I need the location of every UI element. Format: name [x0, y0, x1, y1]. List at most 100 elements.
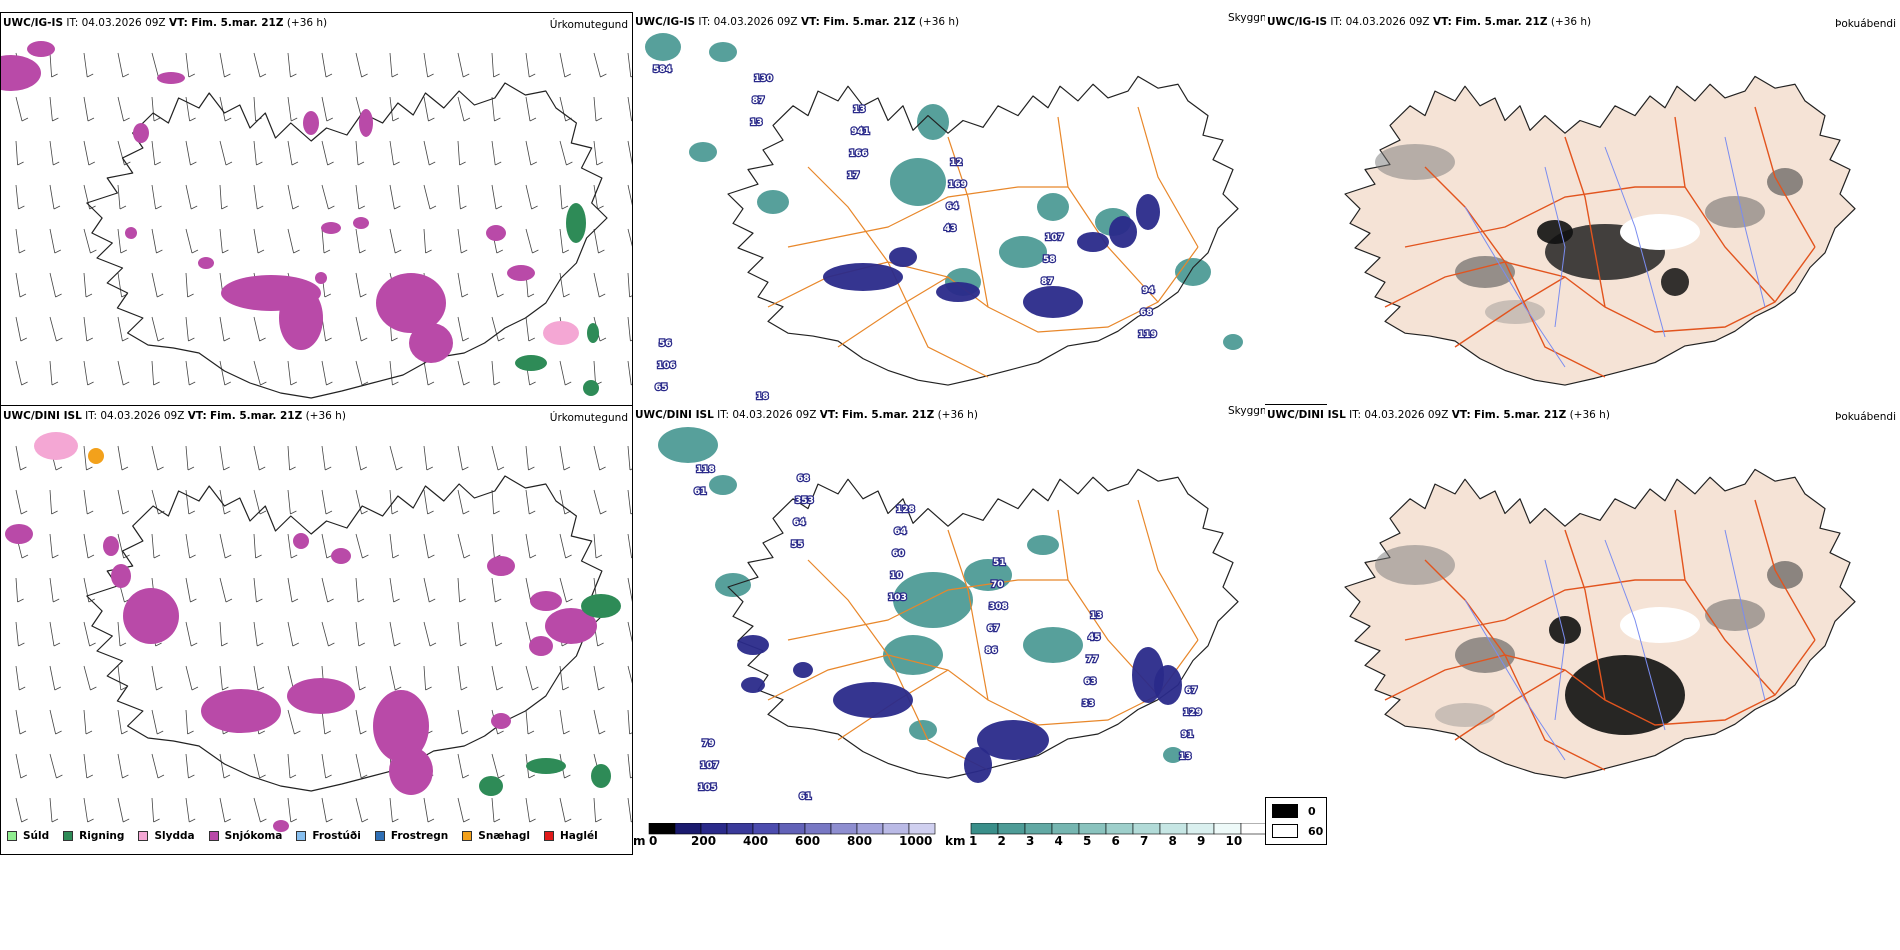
fog-area	[1705, 196, 1765, 228]
vt-label: VT:	[800, 16, 820, 28]
cloudbase-label: 91	[1181, 730, 1194, 740]
legend-swatch	[374, 831, 385, 841]
precip-area	[507, 265, 535, 281]
wind-barbs	[15, 52, 632, 430]
visibility-area	[883, 635, 943, 675]
glacier-area	[1620, 607, 1700, 643]
legend-item: Rigning	[63, 830, 124, 842]
cloudbase-label: 18	[756, 392, 769, 402]
vt-label: VT:	[1451, 409, 1471, 421]
cloudbase-label: 107	[1045, 233, 1064, 243]
precip-area	[331, 548, 351, 564]
it-value: 04.03.2026 09Z	[81, 17, 166, 29]
cloudbase-label: 105	[698, 783, 717, 793]
cloudbase-label: 65	[655, 383, 668, 393]
panel-header: UWC/DINI ISL IT: 04.03.2026 09Z VT: Fim.…	[635, 409, 978, 421]
visibility-area	[658, 427, 718, 463]
panel-header: UWC/DINI ISL IT: 04.03.2026 09Z VT: Fim.…	[1267, 409, 1610, 421]
panel-title: Úrkomutegund	[549, 19, 628, 31]
road-line	[807, 559, 889, 656]
lead-time: (+36 h)	[286, 17, 328, 29]
cloudbase-tick: 400	[743, 834, 769, 848]
precip-area	[34, 432, 78, 460]
fog-swatch-min	[1272, 804, 1298, 818]
panel-title: Þokuábendi	[1835, 411, 1896, 423]
vt-value: Fim. 5.mar. 21Z	[210, 410, 303, 422]
iceland-outline	[86, 82, 608, 399]
cloudbase-label: 58	[1043, 255, 1056, 265]
cloudbase-label: 584	[653, 65, 672, 75]
it-label: IT:	[66, 17, 79, 29]
precip-area	[201, 689, 281, 733]
cloudbase-label: 353	[795, 496, 814, 506]
fog-area	[1375, 144, 1455, 180]
it-label: IT:	[85, 410, 98, 422]
cloudbase-area	[737, 635, 769, 655]
precip-area	[581, 594, 621, 618]
cloudbase-label: 129	[1183, 708, 1202, 718]
model-name: UWC/IG-IS	[635, 16, 696, 28]
fog-area	[1767, 168, 1803, 196]
vt-label: VT:	[168, 17, 188, 29]
model-name: UWC/DINI ISL	[3, 410, 82, 422]
it-value: 04.03.2026 09Z	[713, 16, 798, 28]
fog-map	[1344, 468, 1856, 779]
river-line	[1544, 166, 1566, 328]
road-line	[1057, 116, 1159, 303]
fog-legend: 0 60	[1265, 797, 1327, 845]
road-line	[1674, 116, 1776, 303]
cloudbase-label: 128	[896, 505, 915, 515]
precip-area	[303, 111, 319, 135]
visibility-colorbar-scale	[970, 823, 1265, 835]
visibility-area	[1163, 747, 1183, 763]
cloudbase-label: 94	[1142, 286, 1155, 296]
legend-label: Haglél	[559, 830, 598, 842]
lead-time: (+36 h)	[305, 410, 346, 422]
vt-value: Fim. 5.mar. 21Z	[191, 17, 284, 29]
road-line	[887, 261, 989, 378]
precip-area	[583, 380, 599, 396]
iceland-outline	[1344, 468, 1856, 779]
road-line	[1564, 136, 1606, 308]
visibility-panel: UWC/IG-IS IT: 04.03.2026 09Z VT: Fim. 5.…	[633, 12, 1265, 462]
panel-title: Skyggni	[1228, 12, 1265, 24]
lead-time: (+36 h)	[1550, 16, 1592, 28]
legend-swatch	[63, 831, 74, 841]
vt-value: Fim. 5.mar. 21Z	[1474, 409, 1567, 421]
fog-area	[1537, 220, 1573, 244]
precip-area	[526, 758, 566, 774]
panel-header: UWC/DINI ISL IT: 04.03.2026 09Z VT: Fim.…	[3, 410, 346, 422]
visibility-map: 61 55 103 86 33 13 118 64 10 67 63 91 105 353 60 308 77 1…	[658, 427, 1239, 804]
cloudbase-label: 56	[659, 339, 672, 349]
cloudbase-label: 166	[849, 149, 868, 159]
cloudbase-area	[1077, 232, 1109, 252]
road-line	[1564, 529, 1606, 701]
precip-area	[287, 678, 355, 714]
precip-area	[566, 203, 586, 243]
legend-label: Rigning	[79, 830, 125, 842]
precip-area	[409, 323, 453, 363]
visibility-unit: km	[945, 834, 966, 848]
cloudbase-tick: 800	[847, 834, 873, 848]
cloudbase-labels: 61 55 103 86 33 13 118 64 10 67 63 91 105 353 60 308 77 1…	[693, 464, 1203, 804]
road-line	[1454, 276, 1566, 348]
road-line	[1674, 509, 1776, 696]
cloudbase-label: 33	[1082, 699, 1095, 709]
visibility-area	[1037, 193, 1069, 221]
cloudbase-label: 45	[1088, 633, 1101, 643]
fog-area	[1705, 599, 1765, 631]
cloudbase-area	[823, 263, 903, 291]
precip-area	[353, 217, 369, 229]
cloudbase-label: 119	[1138, 330, 1157, 340]
precip-area	[389, 747, 433, 795]
cloudbase-label: 43	[944, 224, 957, 234]
visibility-area	[709, 475, 737, 495]
road-line	[807, 166, 889, 263]
fog-shading	[1375, 144, 1803, 324]
cloudbase-label: 103	[888, 593, 907, 603]
vt-value: Fim. 5.mar. 21Z	[1455, 16, 1548, 28]
precip-area	[491, 713, 511, 729]
legend-item: Frostregn	[374, 830, 448, 842]
it-label: IT:	[717, 409, 730, 421]
